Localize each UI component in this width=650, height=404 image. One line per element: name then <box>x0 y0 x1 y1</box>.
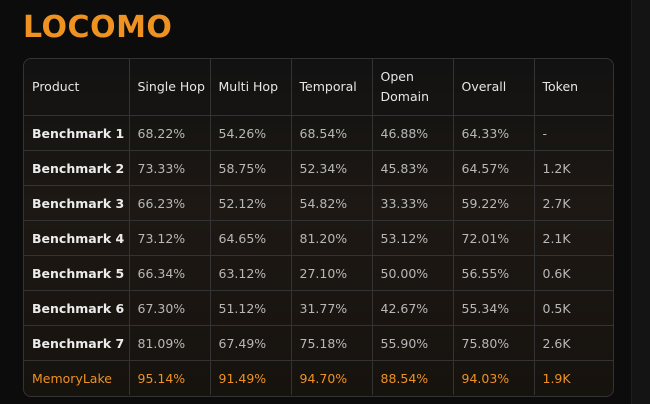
cell-temporal: 75.18% <box>291 325 373 361</box>
cell-single-hop: 66.23% <box>129 185 211 221</box>
cell-product: Benchmark 6 <box>24 290 130 326</box>
header-product: Product <box>24 59 130 116</box>
table-row: Benchmark 7 81.09% 67.49% 75.18% 55.90% … <box>24 325 613 361</box>
cell-single-hop: 68.22% <box>129 115 211 151</box>
cell-multi-hop: 54.26% <box>210 115 292 151</box>
results-table-container: Product Single Hop Multi Hop Temporal Op… <box>23 58 614 397</box>
cell-multi-hop: 91.49% <box>210 360 292 395</box>
cell-open-domain: 88.54% <box>372 360 454 395</box>
cell-overall: 94.03% <box>453 360 535 395</box>
cell-multi-hop: 51.12% <box>210 290 292 326</box>
cell-single-hop: 67.30% <box>129 290 211 326</box>
cell-token: 2.7K <box>534 185 613 221</box>
cell-token: - <box>534 115 613 151</box>
cell-temporal: 27.10% <box>291 255 373 291</box>
cell-overall: 72.01% <box>453 220 535 256</box>
window-edge-strip <box>631 0 650 404</box>
cell-token: 0.5K <box>534 290 613 326</box>
cell-overall: 56.55% <box>453 255 535 291</box>
cell-single-hop: 66.34% <box>129 255 211 291</box>
cell-product: Benchmark 7 <box>24 325 130 361</box>
table-row: Benchmark 3 66.23% 52.12% 54.82% 33.33% … <box>24 185 613 221</box>
cell-open-domain: 46.88% <box>372 115 454 151</box>
results-table: Product Single Hop Multi Hop Temporal Op… <box>24 59 613 395</box>
table-row: Benchmark 2 73.33% 58.75% 52.34% 45.83% … <box>24 150 613 186</box>
cell-multi-hop: 58.75% <box>210 150 292 186</box>
table-row-highlighted: MemoryLake 95.14% 91.49% 94.70% 88.54% 9… <box>24 360 613 395</box>
cell-token: 1.9K <box>542 370 571 386</box>
cell-multi-hop: 52.12% <box>210 185 292 221</box>
cell-overall: 55.34% <box>453 290 535 326</box>
cell-single-hop: 95.14% <box>129 360 211 395</box>
header-single-hop: Single Hop <box>129 59 211 116</box>
cell-temporal: 94.70% <box>291 360 373 395</box>
page-title: LOCOMO <box>23 10 173 45</box>
cell-single-hop: 73.33% <box>129 150 211 186</box>
table-row: Benchmark 6 67.30% 51.12% 31.77% 42.67% … <box>24 290 613 326</box>
header-overall: Overall <box>453 59 535 116</box>
cell-token: 2.6K <box>534 325 613 361</box>
cell-product: MemoryLake <box>24 360 130 395</box>
header-token: Token <box>534 59 613 116</box>
cell-open-domain: 45.83% <box>372 150 454 186</box>
table-row: Benchmark 5 66.34% 63.12% 27.10% 50.00% … <box>24 255 613 291</box>
table-header-row: Product Single Hop Multi Hop Temporal Op… <box>24 59 613 116</box>
table-row: Benchmark 1 68.22% 54.26% 68.54% 46.88% … <box>24 115 613 151</box>
cell-overall: 75.80% <box>453 325 535 361</box>
cell-product: Benchmark 2 <box>24 150 130 186</box>
cell-open-domain: 55.90% <box>372 325 454 361</box>
cell-product: Benchmark 3 <box>24 185 130 221</box>
cell-open-domain: 42.67% <box>372 290 454 326</box>
cell-open-domain: 53.12% <box>372 220 454 256</box>
cell-temporal: 54.82% <box>291 185 373 221</box>
cell-product: Benchmark 5 <box>24 255 130 291</box>
header-multi-hop: Multi Hop <box>210 59 292 116</box>
cell-overall: 59.22% <box>453 185 535 221</box>
cell-multi-hop: 64.65% <box>210 220 292 256</box>
cell-token: 1.2K <box>534 150 613 186</box>
cell-overall: 64.57% <box>453 150 535 186</box>
cell-single-hop: 73.12% <box>129 220 211 256</box>
cell-multi-hop: 67.49% <box>210 325 292 361</box>
table-row: Benchmark 4 73.12% 64.65% 81.20% 53.12% … <box>24 220 613 256</box>
cell-open-domain: 50.00% <box>372 255 454 291</box>
cell-temporal: 68.54% <box>291 115 373 151</box>
cell-product: Benchmark 4 <box>24 220 130 256</box>
cell-open-domain: 33.33% <box>372 185 454 221</box>
cell-single-hop: 81.09% <box>129 325 211 361</box>
cell-temporal: 31.77% <box>291 290 373 326</box>
header-temporal: Temporal <box>291 59 373 116</box>
cell-temporal: 52.34% <box>291 150 373 186</box>
cell-product: Benchmark 1 <box>24 115 130 151</box>
cell-token: 0.6K <box>534 255 613 291</box>
cell-token: 2.1K <box>534 220 613 256</box>
cell-overall: 64.33% <box>453 115 535 151</box>
header-open-domain: Open Domain <box>372 59 454 116</box>
cell-temporal: 81.20% <box>291 220 373 256</box>
cell-multi-hop: 63.12% <box>210 255 292 291</box>
